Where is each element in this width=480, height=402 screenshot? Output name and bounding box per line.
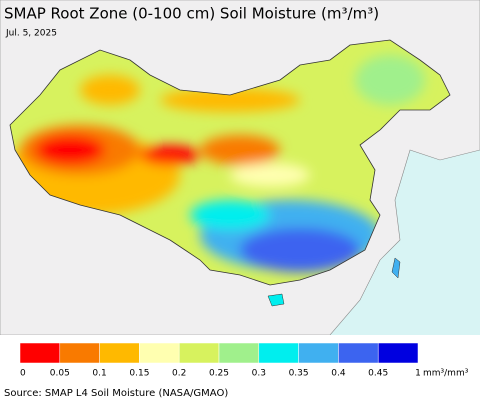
island <box>391 257 401 279</box>
border <box>9 39 451 286</box>
legend-tick-label: 0.35 <box>289 369 309 379</box>
legend-swatch <box>298 342 339 364</box>
legend-tick-label: 0.15 <box>129 369 149 379</box>
legend-swatch <box>178 342 220 364</box>
legend-swatch <box>59 342 100 364</box>
legend-unit: mm³/mm³ <box>423 369 469 379</box>
legend-swatch <box>139 342 180 364</box>
legend-swatch <box>258 342 299 364</box>
legend-tick-label: 0.3 <box>252 369 266 379</box>
title: SMAP Root Zone (0-100 cm) Soil Moisture … <box>4 5 379 23</box>
legend-tick-label: 1 <box>415 369 421 379</box>
legend-tick-label: 0.05 <box>50 369 70 379</box>
legend-tick-label: 0.25 <box>209 369 229 379</box>
legend-tick-label: 0.4 <box>331 369 346 379</box>
legend-tick-label: 0.1 <box>92 369 106 379</box>
legend-swatch <box>218 342 260 364</box>
date: Jul. 5, 2025 <box>5 29 57 39</box>
legend-swatch <box>19 342 61 364</box>
legend-tick-label: 0.2 <box>172 369 186 379</box>
legend-tick-label: 0 <box>20 369 26 379</box>
legend-swatch <box>338 342 379 364</box>
legend-swatch <box>99 342 140 364</box>
island <box>267 293 285 307</box>
legend: 0 0.05 0.1 0.15 0.2 0.25 0.3 0.35 0.4 0.45 1 mm³/mm… <box>19 342 469 379</box>
legend-swatch <box>377 342 419 364</box>
source: Source: SMAP L4 Soil Moisture (NASA/GMAO… <box>4 388 228 399</box>
legend-tick-label: 0.45 <box>368 369 388 379</box>
